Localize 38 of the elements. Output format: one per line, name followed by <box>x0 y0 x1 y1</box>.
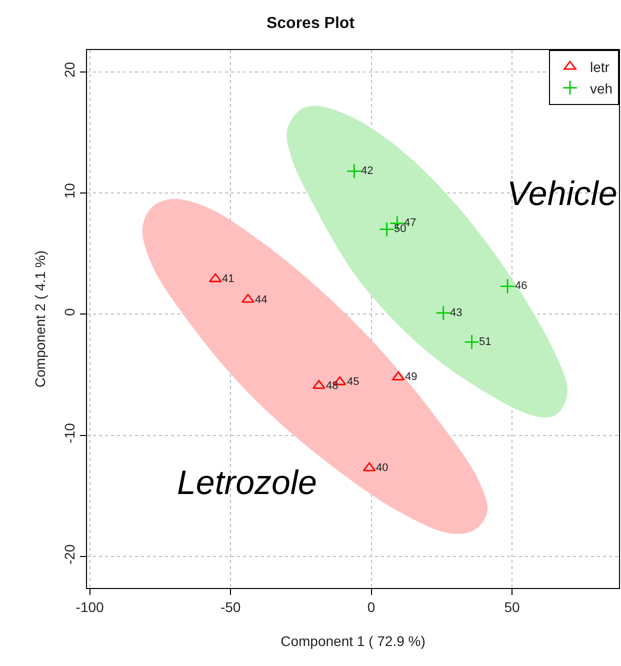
y-tick-label: -10 <box>61 422 78 444</box>
annotation: 42 <box>361 165 374 177</box>
legend-label: letr <box>590 59 610 76</box>
annotation: Vehicle <box>507 175 618 213</box>
y-tick-label: 0 <box>61 308 78 316</box>
annotation: 41 <box>222 273 234 285</box>
point <box>242 294 254 303</box>
annotation: 48 <box>326 380 338 392</box>
annotation: Letrozole <box>177 464 317 502</box>
x-tick-label: 50 <box>504 598 520 615</box>
annotation: 49 <box>405 371 418 383</box>
point <box>392 371 405 380</box>
annotation: 40 <box>376 462 388 474</box>
annotation: 45 <box>347 376 360 388</box>
point <box>500 278 516 294</box>
annotation: 47 <box>404 217 416 229</box>
annotation: 43 <box>450 307 462 319</box>
annotation: 50 <box>394 223 406 235</box>
point <box>436 305 452 321</box>
x-tick-label: -50 <box>220 598 241 615</box>
annotation: 51 <box>479 336 492 348</box>
point <box>362 462 376 472</box>
legend-label: veh <box>590 80 613 96</box>
point <box>208 273 222 282</box>
x-tick-label: 0 <box>367 598 376 615</box>
point <box>464 334 480 350</box>
chart-title: Scores Plot <box>266 14 356 32</box>
y-tick-label: 10 <box>61 182 78 199</box>
annotation: 44 <box>255 294 268 306</box>
point <box>346 163 362 179</box>
point <box>312 380 326 389</box>
x-tick-label: -100 <box>76 598 104 615</box>
y-tick-label: -20 <box>61 544 78 565</box>
point <box>379 222 394 238</box>
x-axis-title: Component 1 ( 72.9 %) <box>280 633 426 650</box>
annotation: 46 <box>515 280 528 292</box>
y-tick-label: 20 <box>61 62 78 78</box>
y-axis-title: Component 2 ( 4.1 %) <box>32 250 48 388</box>
